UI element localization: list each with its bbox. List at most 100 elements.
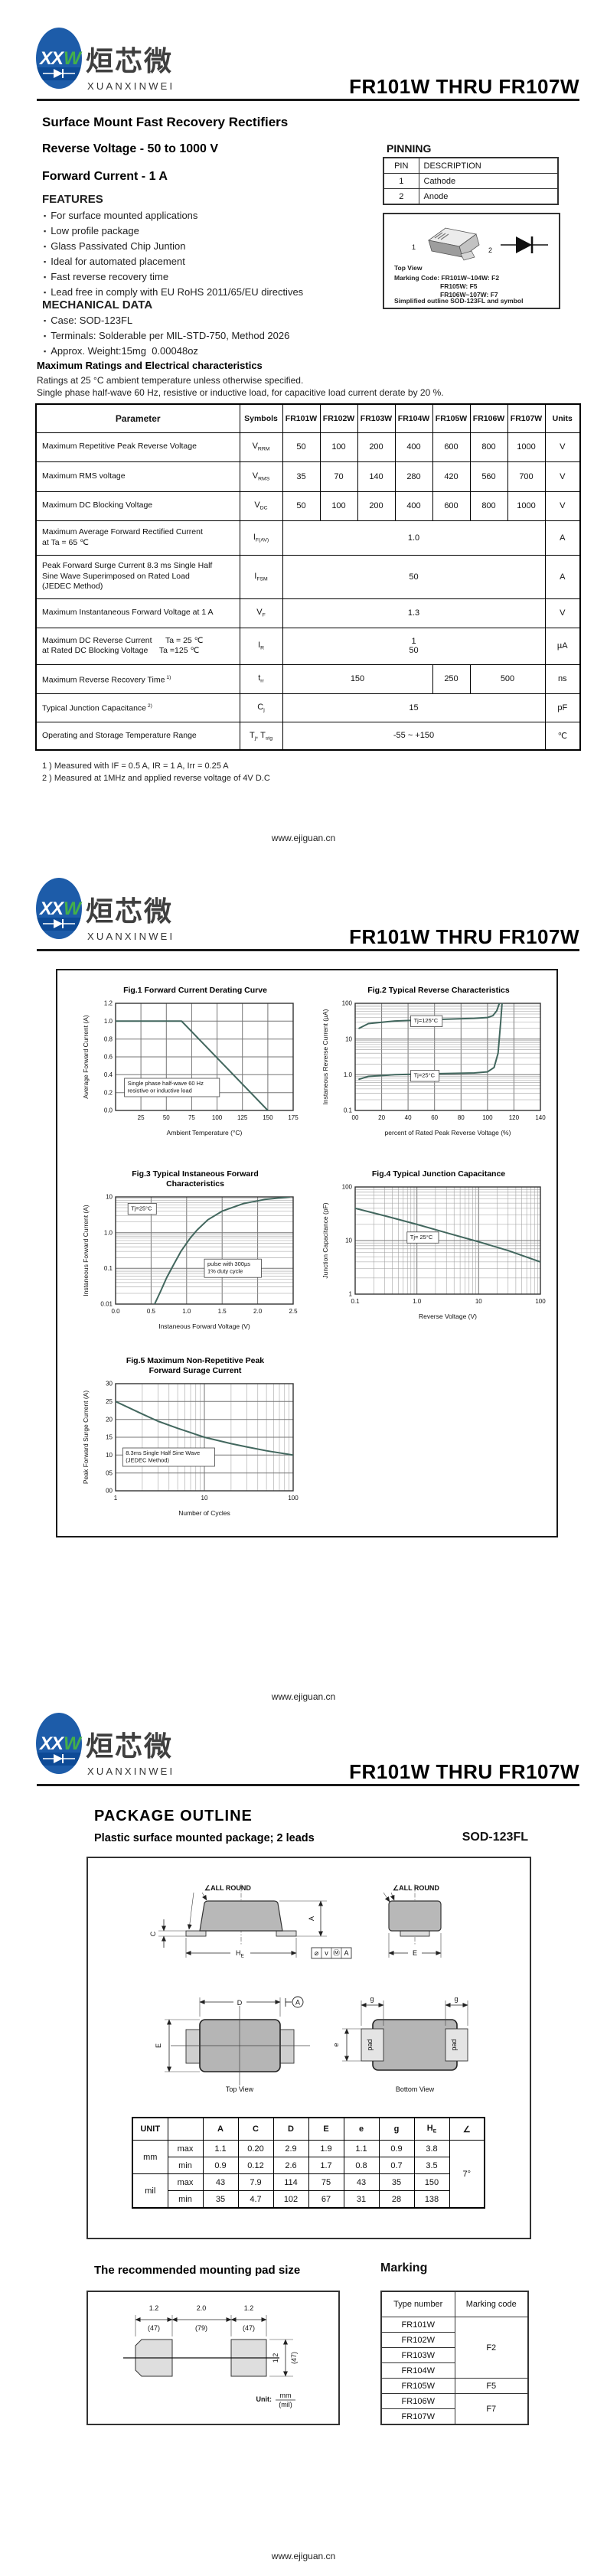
pad-dim-side: 1.2 (272, 2353, 279, 2363)
feature-item-text: For surface mounted applications (51, 210, 198, 221)
logo-letter: X (50, 898, 65, 919)
feature-item-text: Lead free in comply with EU RoHS 2011/65… (51, 286, 304, 298)
logo-letter: X (38, 48, 54, 69)
datum-a: A (295, 1999, 300, 2007)
column-header-device: FR106W (469, 403, 508, 433)
logo-letter: W (64, 898, 83, 919)
table-row: FR106W F7 (380, 2393, 529, 2425)
column-header (167, 2117, 204, 2141)
pin-description: Cathode (418, 173, 559, 189)
svg-text:05: 05 (106, 1469, 113, 1476)
dim-value-cell: 1.7 (308, 2157, 344, 2174)
type-number-cell: FR104W (380, 2362, 455, 2379)
ratings-condition: Ratings at 25 °C ambient temperature unl… (37, 375, 304, 386)
feature-item: ▪ Ideal for automated placement (44, 254, 303, 269)
package-outline-drawing: ∠ALL ROUND C A HE (149, 1884, 468, 2093)
svg-text:percent of Rated Peak Reverse: percent of Rated Peak Reverse Voltage (%… (385, 1129, 511, 1136)
parameter-cell: Maximum Reverse Recovery Time 1) (35, 664, 240, 694)
value-cell: 35 (282, 461, 321, 492)
table-row: Maximum Average Forward Rectified Curren… (35, 520, 581, 556)
column-header: HE (413, 2117, 450, 2141)
value-cell: 600 (432, 491, 471, 521)
brand-logo: X X W 烜芯微 XUANXINWEI (36, 878, 172, 942)
table-row: Peak Forward Surge Current 8.3 ms Single… (35, 554, 581, 599)
unit-group-cell: mm (132, 2140, 168, 2174)
table-row: PIN DESCRIPTION (383, 157, 559, 174)
symbol-subscript: stg (265, 735, 272, 741)
footnote: 1 ) Measured with IF = 0.5 A, IR = 1 A, … (42, 761, 229, 771)
svg-text:(JEDEC Method): (JEDEC Method) (126, 1457, 169, 1464)
symbol-subscript: F(AV) (255, 537, 269, 543)
ratings-condition: Single phase half-wave 60 Hz, resistive … (37, 387, 444, 398)
mechanical-heading: MECHANICAL DATA (42, 298, 153, 311)
dim-e-pitch: e (332, 2043, 340, 2046)
marking-heading: Marking (380, 2261, 428, 2274)
svg-text:140: 140 (535, 1114, 546, 1121)
table-row: Operating and Storage Temperature Range T… (35, 721, 581, 751)
dim-value-cell: 0.8 (343, 2157, 380, 2174)
column-header-device: FR102W (319, 403, 358, 433)
dim-value-cell: 7.9 (237, 2173, 274, 2191)
package-outline-heading: PACKAGE OUTLINE (94, 1808, 253, 1824)
svg-text:15: 15 (106, 1434, 113, 1441)
parameter-cell: Peak Forward Surge Current 8.3 ms Single… (35, 554, 240, 599)
svg-text:100: 100 (482, 1114, 493, 1121)
svg-text:0.0: 0.0 (111, 1308, 120, 1315)
svg-text:1% duty cycle: 1% duty cycle (207, 1268, 243, 1275)
marking-table: Type number Marking code FR101W F2 FR102W FR1… (380, 2291, 529, 2425)
value-cell: 400 (394, 491, 433, 521)
svg-text:2.5: 2.5 (289, 1308, 298, 1315)
bullet-icon: ▪ (44, 273, 47, 281)
unit-mm: mm (280, 2392, 292, 2399)
svg-text:125: 125 (237, 1114, 248, 1121)
svg-text:2.0: 2.0 (253, 1308, 263, 1315)
dim-value-cell: 2.9 (272, 2140, 309, 2157)
table-row: mil max 43 7.9 114 75 43 35 150 (132, 2173, 485, 2209)
lead-left (185, 1930, 207, 1937)
symbol-cell: Cj (239, 693, 283, 722)
svg-text:1.5: 1.5 (218, 1308, 227, 1315)
symbol-subscript: rr (260, 678, 264, 684)
feature-item-text: Glass Passivated Chip Juntion (51, 240, 186, 252)
bullet-icon: ▪ (44, 243, 47, 250)
ratings-table: Parameter Symbols FR101W FR102W FR103W FR104W… (35, 403, 581, 751)
case-name: SOD-123FL (462, 1831, 528, 1844)
svg-text:00: 00 (106, 1488, 113, 1495)
column-header: UNIT (132, 2117, 168, 2141)
column-header: Parameter (35, 403, 240, 433)
ratings-heading: Maximum Ratings and Electrical character… (37, 360, 263, 371)
dim-value-cell: 138 (413, 2190, 450, 2209)
dim-a: A (308, 1916, 315, 1921)
dim-value-cell: 1.9 (308, 2140, 344, 2157)
type-number-cell: FR103W (380, 2347, 455, 2363)
unit-cell: ns (544, 664, 581, 694)
symbol-subscript: RMS (258, 476, 270, 482)
value-cell: 200 (357, 491, 396, 521)
table-header-row: Parameter Symbols FR101W FR102W FR103W FR104W… (35, 403, 581, 433)
pin-number: 1 (383, 173, 419, 189)
unit-cell: µA (544, 627, 581, 665)
features-list: ▪ For surface mounted applications ▪ Low pr… (44, 208, 303, 300)
page-title: FR101W THRU FR107W (349, 75, 579, 98)
bullet-icon: ▪ (44, 212, 47, 220)
bullet-icon: ▪ (44, 317, 47, 324)
symbol-subscript: R (260, 645, 264, 651)
svg-text:1.0: 1.0 (104, 1229, 113, 1236)
value-cell: 250 (432, 664, 471, 694)
value-cell: 15 (282, 693, 546, 722)
table-row: Maximum DC Blocking Voltage VDC 50 100 200 40… (35, 491, 581, 521)
chart-fig1: 0.0 0.2 0.4 0.6 0.8 1.0 1.2 25 50 75 100 125 150 175 S… (82, 1000, 299, 1136)
symbol-text: t (258, 673, 261, 683)
dim-value-cell: 43 (343, 2173, 380, 2191)
column-header: A (202, 2117, 239, 2141)
all-round-label: ∠ALL ROUND (204, 1884, 251, 1892)
value-cell: 280 (394, 461, 433, 492)
unit-cell: V (544, 461, 581, 492)
dim-value-cell: 2.6 (272, 2157, 309, 2174)
symbol-cell: VRRM (239, 432, 283, 462)
doc-subtitle: Surface Mount Fast Recovery Rectifiers (42, 115, 289, 129)
table-row: FR103W (380, 2347, 528, 2363)
table-row: min 35 4.7 102 67 31 28 138 (132, 2190, 485, 2209)
mechanical-item: ▪ Case: SOD-123FL (44, 313, 289, 328)
dim-value-cell: 1.1 (343, 2140, 380, 2157)
